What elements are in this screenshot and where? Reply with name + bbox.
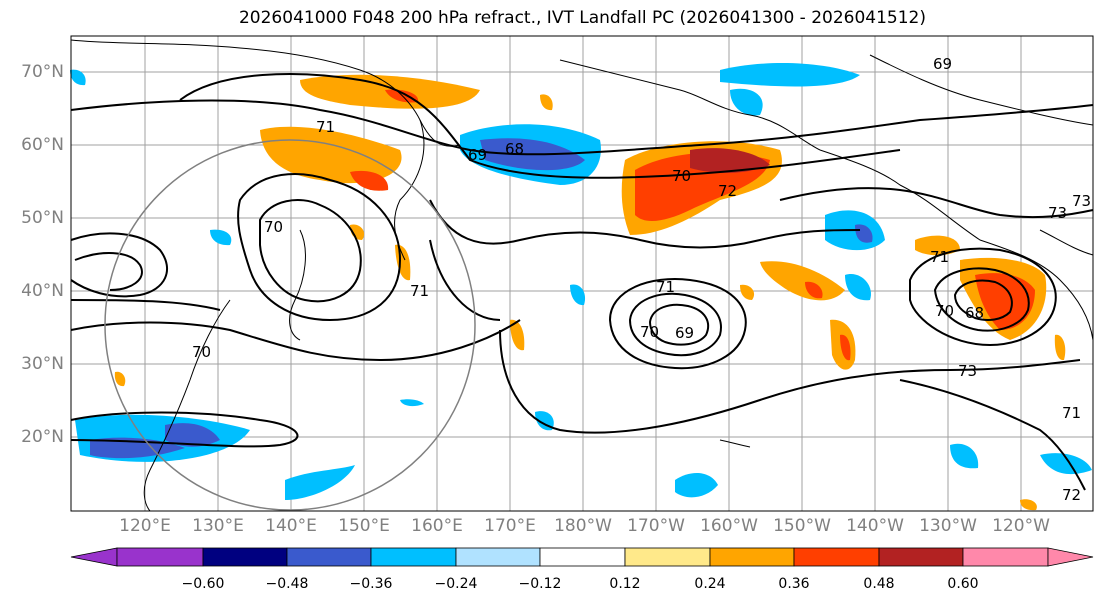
lat-label: 20°N bbox=[21, 427, 64, 447]
colorbar-tick-label: −0.60 bbox=[181, 576, 225, 592]
positive-shading bbox=[114, 74, 1066, 511]
range-circle bbox=[104, 139, 476, 511]
colorbar-segment bbox=[878, 547, 964, 567]
colorbar-tick-label: −0.48 bbox=[265, 576, 309, 592]
lon-label: 120°W bbox=[992, 516, 1050, 536]
lon-label: 180°W bbox=[554, 516, 612, 536]
contour-label: 73 bbox=[1048, 204, 1067, 222]
lat-label: 70°N bbox=[21, 62, 64, 82]
colorbar-segment bbox=[370, 547, 457, 567]
colorbar-segment bbox=[116, 547, 204, 567]
colorbar-tick-label: 0.48 bbox=[863, 576, 895, 592]
lat-label: 50°N bbox=[21, 208, 64, 228]
contour-label: 72 bbox=[1062, 486, 1081, 504]
coastlines bbox=[70, 39, 1094, 512]
lon-label: 140°W bbox=[846, 516, 904, 536]
colorbar bbox=[70, 547, 1094, 567]
contour-label: 70 bbox=[672, 167, 691, 185]
lon-label: 160°W bbox=[700, 516, 758, 536]
colorbar-segment bbox=[286, 547, 372, 567]
contour-label: 70 bbox=[192, 343, 211, 361]
lon-label: 150°W bbox=[773, 516, 831, 536]
lon-label: 160°E bbox=[411, 516, 463, 536]
contour-label: 72 bbox=[718, 182, 737, 200]
colorbar-segment bbox=[624, 547, 711, 567]
lon-label: 170°E bbox=[484, 516, 536, 536]
negative-shading bbox=[70, 63, 1092, 500]
colorbar-segment bbox=[202, 547, 288, 567]
colorbar-tick-label: −0.12 bbox=[518, 576, 562, 592]
map-title: 2026041000 F048 200 hPa refract., IVT La… bbox=[238, 8, 926, 28]
colorbar-tick-label: 0.24 bbox=[694, 576, 726, 592]
colorbar-extend-low bbox=[70, 547, 118, 567]
colorbar-tick-label: −0.24 bbox=[434, 576, 478, 592]
contour-label: 69 bbox=[675, 324, 694, 342]
contours bbox=[70, 73, 1094, 491]
contour-label: 71 bbox=[656, 278, 675, 296]
contour-label: 73 bbox=[958, 362, 977, 380]
lat-label: 60°N bbox=[21, 135, 64, 155]
contour-labels: 69 68 71 70 72 73 71 69 70 71 69 70 73 7… bbox=[192, 55, 1091, 504]
plot-frame bbox=[70, 35, 1094, 512]
colorbar-tick-label: 0.12 bbox=[609, 576, 641, 592]
lon-label: 130°W bbox=[919, 516, 977, 536]
colorbar-tick-label: 0.36 bbox=[778, 576, 810, 592]
lon-label: 130°E bbox=[192, 516, 244, 536]
colorbar-segment bbox=[962, 547, 1049, 567]
contour-label: 68 bbox=[965, 304, 984, 322]
contour-label: 71 bbox=[1062, 404, 1081, 422]
colorbar-segment bbox=[539, 547, 626, 567]
lon-label: 170°W bbox=[627, 516, 685, 536]
lon-label: 120°E bbox=[119, 516, 171, 536]
colorbar-extend-high bbox=[1047, 547, 1094, 567]
contour-label: 70 bbox=[640, 323, 659, 341]
contour-label: 69 bbox=[933, 55, 952, 73]
colorbar-segment bbox=[455, 547, 541, 567]
contour-label: 71 bbox=[316, 118, 335, 136]
contour-label: 70 bbox=[264, 218, 283, 236]
colorbar-segment bbox=[793, 547, 880, 567]
colorbar-tick-label: 0.60 bbox=[947, 576, 979, 592]
colorbar-segment bbox=[709, 547, 795, 567]
contour-label: 68 bbox=[505, 140, 524, 158]
contour-label: 70 bbox=[935, 302, 954, 320]
lat-label: 30°N bbox=[21, 354, 64, 374]
contour-label: 71 bbox=[410, 282, 429, 300]
colorbar-tick-label: −0.36 bbox=[349, 576, 393, 592]
lon-label: 140°E bbox=[265, 516, 317, 536]
contour-label: 69 bbox=[468, 146, 487, 164]
contour-label: 73 bbox=[1072, 192, 1091, 210]
lat-label: 40°N bbox=[21, 281, 64, 301]
lon-label: 150°E bbox=[338, 516, 390, 536]
contour-label: 71 bbox=[930, 248, 949, 266]
